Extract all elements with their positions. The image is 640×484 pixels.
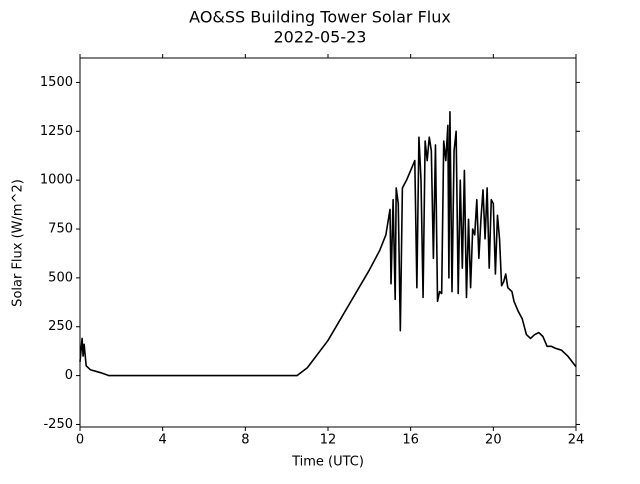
y-tick-label: -250	[43, 417, 73, 432]
x-tick-label: 24	[568, 433, 585, 448]
x-axis-label: Time (UTC)	[291, 455, 364, 470]
x-tick-label: 12	[320, 433, 337, 448]
y-tick-label: 0	[65, 368, 73, 383]
x-tick-label: 0	[76, 433, 84, 448]
x-tick-label: 8	[241, 433, 249, 448]
plot-frame	[79, 57, 577, 428]
y-tick-label: 1000	[40, 173, 73, 188]
x-tick-label: 16	[402, 433, 419, 448]
y-tick-label: 1500	[40, 75, 73, 90]
y-tick-label: 750	[48, 222, 73, 237]
x-tick-label: 20	[485, 433, 502, 448]
y-tick-label: 1250	[40, 124, 73, 139]
y-tick-label: 500	[48, 270, 73, 285]
y-axis-label: Solar Flux (W/m^2)	[11, 179, 26, 307]
chart-subtitle: 2022-05-23	[274, 28, 367, 47]
chart-title: AO&SS Building Tower Solar Flux	[189, 8, 451, 27]
line-series	[79, 110, 577, 377]
y-tick-label: 250	[48, 319, 73, 334]
x-tick-label: 4	[159, 433, 167, 448]
